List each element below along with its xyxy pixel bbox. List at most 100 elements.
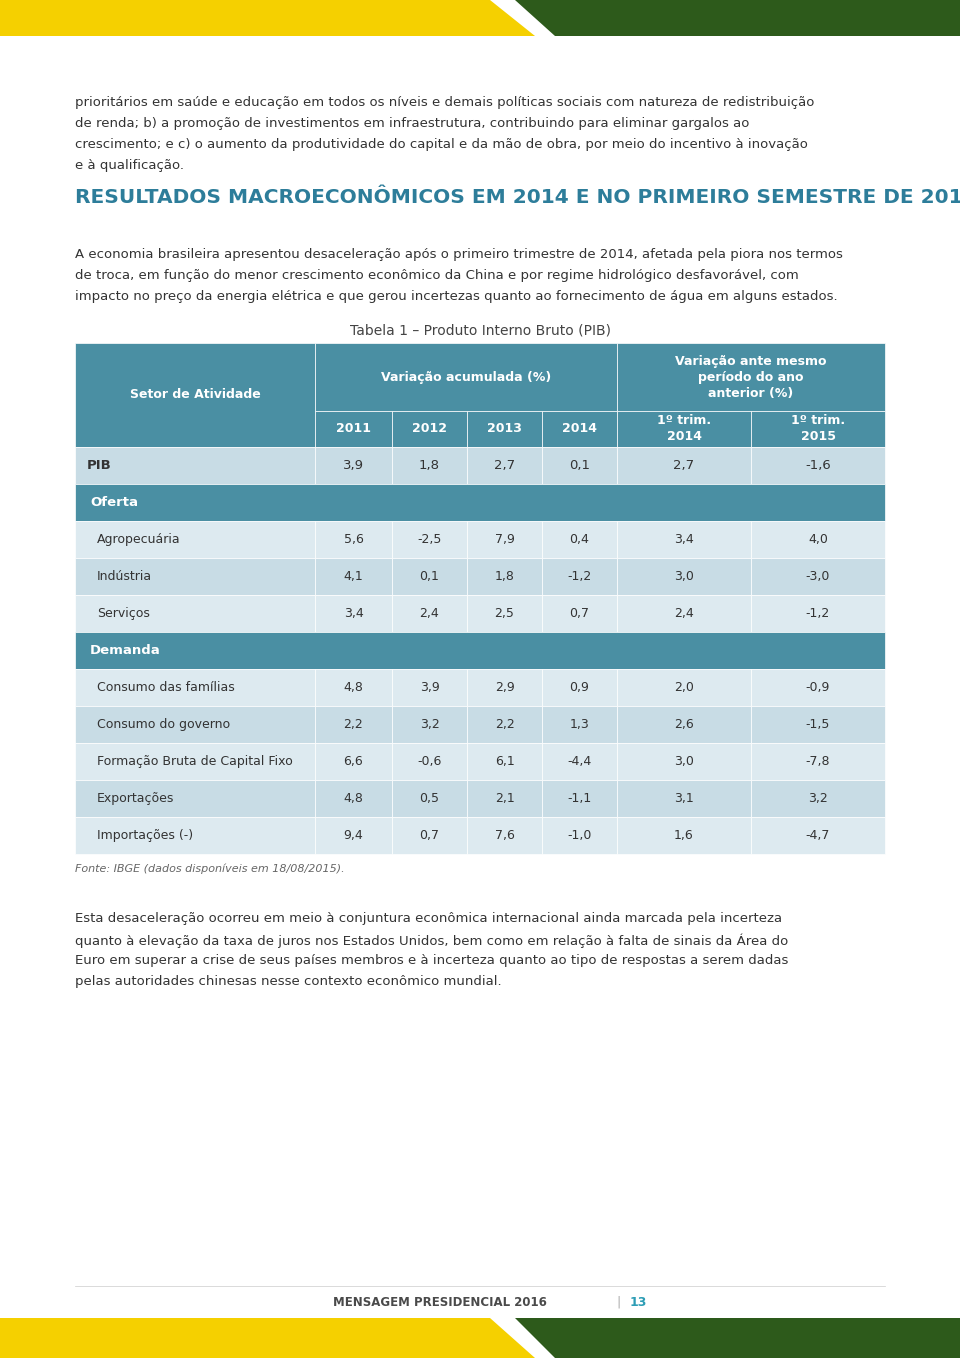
Bar	[467, 558, 542, 595]
Bar	[315, 344, 617, 411]
Bar	[542, 706, 617, 743]
Bar	[392, 743, 467, 779]
Text: -1,2: -1,2	[805, 607, 830, 621]
Bar	[75, 706, 315, 743]
Bar	[467, 411, 542, 447]
Text: Fonte: IBGE (dados disponíveis em 18/08/2015).: Fonte: IBGE (dados disponíveis em 18/08/…	[75, 864, 345, 875]
Text: -1,1: -1,1	[567, 792, 591, 805]
Bar	[542, 595, 617, 631]
Bar	[751, 779, 885, 818]
Bar	[392, 595, 467, 631]
Bar	[75, 631, 885, 669]
Bar	[617, 411, 751, 447]
Bar	[467, 743, 542, 779]
Text: Serviços: Serviços	[97, 607, 150, 621]
Text: e à qualificação.: e à qualificação.	[75, 159, 184, 172]
Text: Exportações: Exportações	[97, 792, 175, 805]
Text: 1,8: 1,8	[494, 570, 515, 583]
Text: prioritários em saúde e educação em todos os níveis e demais políticas sociais c: prioritários em saúde e educação em todo…	[75, 96, 814, 109]
Text: 5,6: 5,6	[344, 532, 364, 546]
Polygon shape	[0, 0, 535, 37]
Text: impacto no preço da energia elétrica e que gerou incertezas quanto ao fornecimen: impacto no preço da energia elétrica e q…	[75, 291, 838, 303]
Text: Tabela 1 – Produto Interno Bruto (PIB): Tabela 1 – Produto Interno Bruto (PIB)	[349, 323, 611, 337]
Text: crescimento; e c) o aumento da produtividade do capital e da mão de obra, por me: crescimento; e c) o aumento da produtivi…	[75, 139, 808, 151]
Text: 1º trim.
2014: 1º trim. 2014	[657, 414, 711, 444]
Text: -0,6: -0,6	[418, 755, 442, 769]
Bar	[617, 447, 751, 483]
Text: 2,7: 2,7	[673, 459, 695, 473]
Polygon shape	[515, 1319, 960, 1358]
Bar	[617, 344, 885, 411]
Text: PIB: PIB	[87, 459, 111, 473]
Bar	[751, 706, 885, 743]
Bar	[751, 669, 885, 706]
Text: 2,2: 2,2	[494, 718, 515, 731]
Text: 7,9: 7,9	[494, 532, 515, 546]
Text: Consumo do governo: Consumo do governo	[97, 718, 230, 731]
Text: 6,1: 6,1	[494, 755, 515, 769]
Text: Variação acumulada (%): Variação acumulada (%)	[381, 371, 551, 383]
Bar	[542, 447, 617, 483]
Text: 3,0: 3,0	[674, 570, 694, 583]
Bar	[75, 743, 315, 779]
Text: quanto à elevação da taxa de juros nos Estados Unidos, bem como em relação à fal: quanto à elevação da taxa de juros nos E…	[75, 933, 788, 948]
Text: Esta desaceleração ocorreu em meio à conjuntura econômica internacional ainda ma: Esta desaceleração ocorreu em meio à con…	[75, 913, 782, 925]
Bar	[467, 818, 542, 854]
Text: 6,6: 6,6	[344, 755, 364, 769]
Text: Formação Bruta de Capital Fixo: Formação Bruta de Capital Fixo	[97, 755, 293, 769]
Text: 3,9: 3,9	[420, 680, 440, 694]
Text: Setor de Atividade: Setor de Atividade	[130, 388, 260, 402]
Text: 1º trim.
2015: 1º trim. 2015	[791, 414, 845, 444]
Bar	[617, 706, 751, 743]
Text: 2,9: 2,9	[494, 680, 515, 694]
Bar	[751, 521, 885, 558]
Bar	[315, 411, 392, 447]
Bar	[75, 779, 315, 818]
Bar	[467, 779, 542, 818]
Bar	[617, 558, 751, 595]
Bar	[542, 743, 617, 779]
Text: Consumo das famílias: Consumo das famílias	[97, 680, 235, 694]
Bar	[542, 669, 617, 706]
Text: de renda; b) a promoção de investimentos em infraestrutura, contribuindo para el: de renda; b) a promoção de investimentos…	[75, 117, 750, 130]
Bar	[315, 779, 392, 818]
Text: 1,6: 1,6	[674, 828, 694, 842]
Text: Euro em superar a crise de seus países membros e à incerteza quanto ao tipo de r: Euro em superar a crise de seus países m…	[75, 955, 788, 967]
Text: 0,7: 0,7	[569, 607, 589, 621]
Text: -4,7: -4,7	[805, 828, 830, 842]
Bar	[392, 558, 467, 595]
Bar	[542, 558, 617, 595]
Bar	[315, 447, 392, 483]
Polygon shape	[515, 0, 960, 37]
Bar	[392, 411, 467, 447]
Text: 2011: 2011	[336, 422, 371, 436]
Bar	[315, 595, 392, 631]
Text: 9,4: 9,4	[344, 828, 364, 842]
Bar	[467, 447, 542, 483]
Text: 0,1: 0,1	[569, 459, 590, 473]
Text: -3,0: -3,0	[805, 570, 830, 583]
Bar	[617, 521, 751, 558]
Bar	[75, 447, 315, 483]
Bar	[542, 818, 617, 854]
Bar	[617, 595, 751, 631]
Text: A economia brasileira apresentou desaceleração após o primeiro trimestre de 2014: A economia brasileira apresentou desacel…	[75, 249, 843, 261]
Text: 3,0: 3,0	[674, 755, 694, 769]
Text: Demanda: Demanda	[90, 644, 160, 657]
Text: 0,9: 0,9	[569, 680, 589, 694]
Bar	[315, 521, 392, 558]
Bar	[617, 743, 751, 779]
Text: |: |	[616, 1296, 620, 1309]
Bar	[542, 411, 617, 447]
Text: 3,2: 3,2	[808, 792, 828, 805]
Bar	[392, 818, 467, 854]
Text: 3,4: 3,4	[674, 532, 694, 546]
Text: 2012: 2012	[412, 422, 447, 436]
Text: 4,0: 4,0	[808, 532, 828, 546]
Bar	[392, 706, 467, 743]
Bar	[75, 521, 315, 558]
Bar	[315, 743, 392, 779]
Text: 0,1: 0,1	[420, 570, 440, 583]
Text: 0,5: 0,5	[420, 792, 440, 805]
Bar	[392, 447, 467, 483]
